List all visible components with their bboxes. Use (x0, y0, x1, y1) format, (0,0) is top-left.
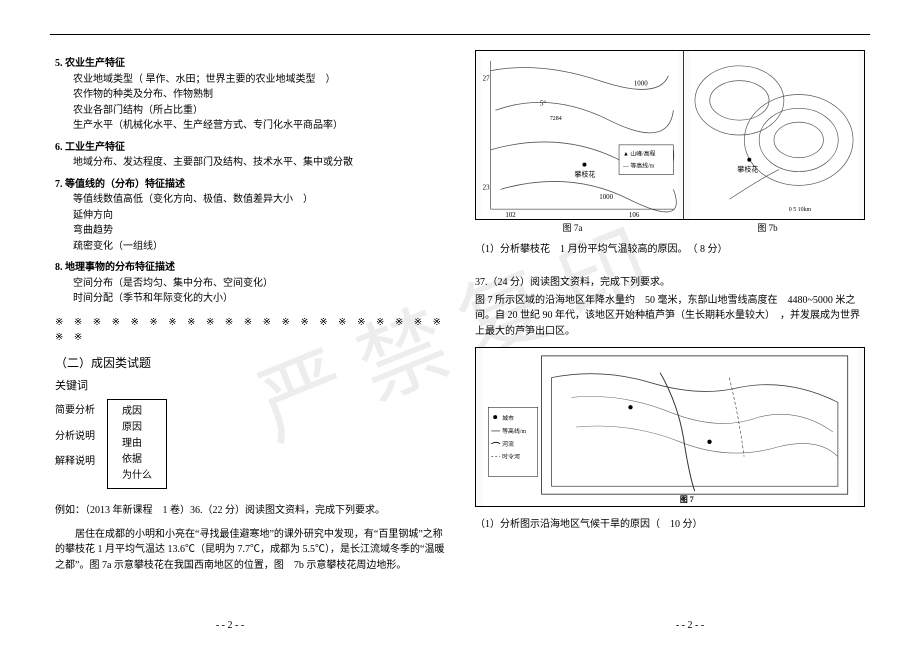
item-line: 地域分布、发达程度、主要部门及结构、技术水平、集中或分散 (55, 155, 445, 171)
kw-item: 原因 (122, 420, 152, 436)
fig7a-caption: 图 7a (475, 222, 670, 236)
svg-text:— 等高线/m: — 等高线/m (622, 162, 655, 170)
svg-text:河流: 河流 (502, 440, 514, 448)
item-line: 农作物的种类及分布、作物熟制 (55, 87, 445, 103)
svg-text:27: 27 (483, 76, 490, 83)
fig7ab-captions: 图 7a 图 7b (475, 222, 865, 236)
svg-text:102: 102 (505, 212, 516, 219)
svg-text:106: 106 (629, 212, 640, 219)
svg-text:攀枝花: 攀枝花 (737, 165, 758, 174)
footer-page-left: - - 2 - - (216, 620, 244, 631)
footer: - - 2 - - - - 2 - - (0, 620, 920, 631)
map-7a-svg: 27 23 102 106 5° 7284 1000 1000 攀枝花 ▲ 山峰… (476, 51, 683, 219)
star-divider: ※ ※ ※ ※ ※ ※ ※ ※ ※ ※ ※ ※ ※ ※ ※ ※ ※ ※ ※ ※ … (55, 315, 445, 346)
item-8: 8. 地理事物的分布特征描述 空间分布（是否均匀、集中分布、空间变化） 时间分配… (55, 260, 445, 307)
svg-text:1000: 1000 (599, 194, 613, 201)
right-column: 27 23 102 106 5° 7284 1000 1000 攀枝花 ▲ 山峰… (475, 50, 865, 599)
two-column-layout: 5. 农业生产特征 农业地域类型（ 旱作、水田；世界主要的农业地域类型 ） 农作… (55, 50, 865, 599)
fig7b-caption: 图 7b (670, 222, 865, 236)
q37-paragraph: 图 7 所示区域的沿海地区年降水量约 50 毫米，东部山地雪线高度在 4480~… (475, 293, 865, 340)
keywords-row: 简要分析 分析说明 解释说明 成因 原因 理由 依据 为什么 (55, 399, 445, 489)
top-rule (50, 34, 870, 35)
svg-text:等高线/m: 等高线/m (502, 427, 526, 435)
item-title: 等值线的（分布）特征描述 (65, 179, 185, 190)
kw-side-label: 简要分析 (55, 403, 95, 419)
svg-text:1000: 1000 (634, 81, 648, 88)
kw-item: 理由 (122, 436, 152, 452)
item-title: 地理事物的分布特征描述 (65, 262, 175, 273)
item-num: 7. (55, 179, 63, 190)
map-7b-svg: 攀枝花 0 5 10km (684, 51, 864, 219)
item-line: 空间分布（是否均匀、集中分布、空间变化） (55, 276, 445, 292)
q36-1: （1）分析攀枝花 1 月份平均气温较高的原因。 （ 8 分） (475, 242, 865, 258)
svg-text:城市: 城市 (502, 415, 514, 423)
spacer (475, 257, 865, 275)
footer-page-right: - - 2 - - (676, 620, 704, 631)
keywords-box: 成因 原因 理由 依据 为什么 (107, 399, 167, 489)
figure-7: 城市 等高线/m 河流 时令河 图 7 (475, 347, 865, 507)
item-line: 农业地域类型（ 旱作、水田；世界主要的农业地域类型 ） (55, 72, 445, 88)
item-6: 6. 工业生产特征 地域分布、发达程度、主要部门及结构、技术水平、集中或分散 (55, 140, 445, 171)
item-line: 弯曲趋势 (55, 223, 445, 239)
item-num: 8. (55, 262, 63, 273)
figure-7a-7b: 27 23 102 106 5° 7284 1000 1000 攀枝花 ▲ 山峰… (475, 50, 865, 220)
section-2-title: （二）成因类试题 (55, 354, 445, 373)
item-5: 5. 农业生产特征 农业地域类型（ 旱作、水田；世界主要的农业地域类型 ） 农作… (55, 56, 445, 134)
kw-side-label: 解释说明 (55, 454, 95, 470)
svg-text:7284: 7284 (550, 116, 562, 122)
kw-item: 依据 (122, 452, 152, 468)
item-title: 农业生产特征 (65, 58, 125, 69)
svg-text:0 5 10km: 0 5 10km (789, 207, 812, 213)
figure-7a: 27 23 102 106 5° 7284 1000 1000 攀枝花 ▲ 山峰… (476, 51, 684, 219)
kw-side-label: 分析说明 (55, 429, 95, 445)
example-paragraph: 居住在成都的小明和小亮在“寻找最佳避寒地”的课外研究中发现，有“百里钢城”之称的… (55, 527, 445, 574)
svg-text:图 7: 图 7 (680, 495, 694, 504)
item-num: 6. (55, 142, 63, 153)
item-7: 7. 等值线的（分布）特征描述 等值线数值高低（变化方向、极值、数值差异大小 ）… (55, 177, 445, 255)
item-line: 疏密变化（一组线） (55, 239, 445, 255)
item-line: 生产水平（机械化水平、生产经营方式、专门化水平商品率） (55, 118, 445, 134)
map-7-svg: 城市 等高线/m 河流 时令河 图 7 (476, 348, 864, 506)
item-num: 5. (55, 58, 63, 69)
svg-text:时令河: 时令河 (502, 453, 520, 461)
svg-text:23: 23 (483, 184, 490, 191)
item-line: 延伸方向 (55, 208, 445, 224)
left-column: 5. 农业生产特征 农业地域类型（ 旱作、水田；世界主要的农业地域类型 ） 农作… (55, 50, 445, 599)
item-line: 农业各部门结构（所占比重） (55, 103, 445, 119)
kw-item: 为什么 (122, 468, 152, 484)
panzh-label: 攀枝花 (575, 170, 596, 179)
kw-item: 成因 (122, 404, 152, 420)
page: 严禁复印 5. 农业生产特征 农业地域类型（ 旱作、水田；世界主要的农业地域类型… (0, 0, 920, 649)
svg-text:5°: 5° (540, 100, 546, 107)
figure-7b: 攀枝花 0 5 10km (684, 51, 864, 219)
example-intro: 例如：（2013 年新课程 1 卷）36.（22 分）阅读图文资料，完成下列要求… (55, 503, 445, 519)
item-line: 时间分配（季节和年际变化的大小） (55, 291, 445, 307)
svg-text:▲ 山峰/高程: ▲ 山峰/高程 (623, 150, 656, 158)
keywords-side-labels: 简要分析 分析说明 解释说明 (55, 399, 95, 470)
item-title: 工业生产特征 (65, 142, 125, 153)
item-line: 等值线数值高低（变化方向、极值、数值差异大小 ） (55, 192, 445, 208)
keywords-heading: 关键词 (55, 378, 445, 395)
q37-header: 37.（24 分）阅读图文资料，完成下列要求。 (475, 275, 865, 291)
q37-1: （1）分析图示沿海地区气候干旱的原因（ 10 分） (475, 517, 865, 533)
